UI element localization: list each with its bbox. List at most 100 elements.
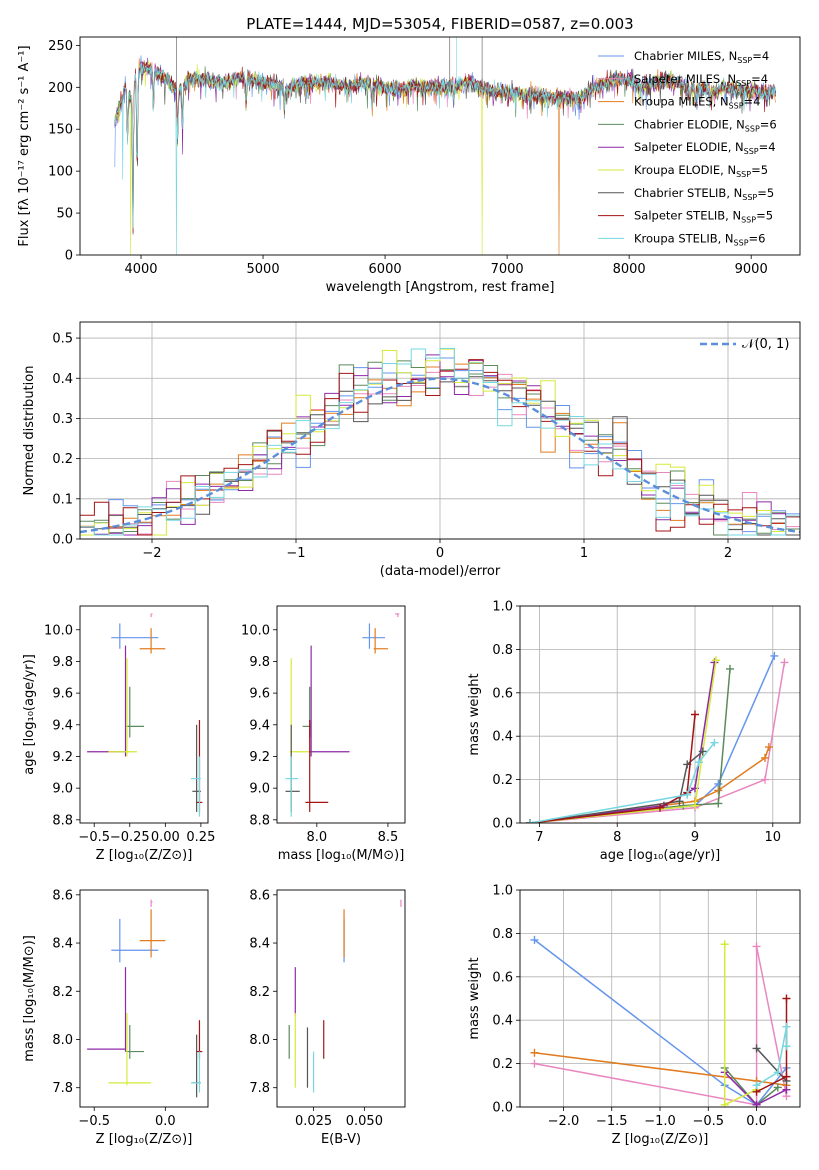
grid-massweight-vs-Z bbox=[520, 889, 800, 1108]
series-marker bbox=[720, 940, 729, 949]
y-axis-label: mass weight bbox=[467, 673, 482, 755]
y-tick-label: 0.3 bbox=[52, 412, 73, 427]
y-tick-label: 50 bbox=[56, 207, 73, 222]
x-axis-label: Z [log₁₀(Z/Z⊙)] bbox=[612, 1132, 709, 1147]
y-axis-label: Flux [fλ 10⁻¹⁷ erg cm⁻² s⁻¹ A⁻¹] bbox=[17, 45, 32, 246]
series-marker bbox=[712, 656, 720, 665]
y-tick-label: 0.6 bbox=[492, 970, 513, 985]
series-marker bbox=[782, 1085, 791, 1094]
series-marker bbox=[691, 710, 699, 719]
series-marker bbox=[720, 1100, 729, 1107]
y-tick-label: 0.8 bbox=[492, 643, 513, 658]
x-tick-label: 8.5 bbox=[378, 830, 399, 845]
y-tick-label: 9.8 bbox=[52, 655, 73, 670]
x-axis-label: Z [log₁₀(Z/Z⊙)] bbox=[96, 848, 193, 863]
panel-age-vs-Z: −0.5 −0.25 0.00 0.25 8.8 9.0 9.2 9.4 9.6 9.8 10.0 Z… bbox=[22, 605, 215, 863]
axes-frame bbox=[79, 36, 801, 256]
x-tick-label: −0.5 bbox=[78, 830, 110, 845]
series-marker bbox=[714, 786, 723, 795]
x-tick-label: −0.5 bbox=[692, 1114, 724, 1129]
axes-frame bbox=[276, 889, 406, 1108]
series-marker bbox=[679, 801, 688, 810]
series-line bbox=[534, 939, 788, 1106]
x-tick-label: 1 bbox=[580, 546, 588, 561]
y-tick-label: 0 bbox=[65, 249, 73, 264]
series-line bbox=[530, 660, 717, 823]
legend-entry: Chabrier STELIB, NSSP=5 bbox=[634, 186, 774, 202]
series-line bbox=[534, 946, 788, 1106]
y-tick-label: 0.2 bbox=[492, 773, 513, 788]
y-tick-label: 8.8 bbox=[249, 813, 270, 828]
series-marker bbox=[770, 651, 779, 660]
y-tick-label: 8.6 bbox=[52, 888, 73, 903]
y-tick-label: 1.0 bbox=[492, 600, 513, 615]
series-marker bbox=[698, 747, 707, 756]
y-tick-label: 8.6 bbox=[249, 888, 270, 903]
plot-area-age-vs-mass bbox=[285, 613, 400, 817]
x-tick-label: 0.0 bbox=[155, 1114, 176, 1129]
series-line bbox=[530, 662, 786, 823]
x-tick-label: −1.5 bbox=[596, 1114, 628, 1129]
plot-area-spectrum bbox=[114, 37, 776, 255]
x-tick-label: 10 bbox=[765, 830, 782, 845]
histogram-step bbox=[80, 347, 800, 536]
x-tick-label: 0.25 bbox=[186, 830, 215, 845]
series-marker bbox=[675, 797, 684, 806]
panel-spectrum: 4000 5000 6000 7000 8000 9000 0 50 100 150 200 250 w… bbox=[17, 36, 801, 295]
panel-mass-vs-EBV: 0.025 0.050 7.8 8.0 8.2 8.4 8.6 E(B-V) bbox=[249, 888, 406, 1147]
series-marker bbox=[764, 743, 773, 752]
panel-massweight-vs-Z: −2.0 −1.5 −1.0 −0.5 0.0 0.0 0.2 0.4 0.6 0.8 1.0 Z [… bbox=[467, 884, 801, 1147]
series-marker bbox=[656, 803, 664, 812]
x-tick-label: 0.0 bbox=[746, 1114, 767, 1129]
series-marker bbox=[752, 942, 761, 951]
series-marker bbox=[530, 1048, 539, 1057]
axes-frame bbox=[276, 605, 406, 824]
series-line bbox=[530, 714, 696, 823]
y-tick-label: 9.0 bbox=[52, 782, 73, 797]
legend-entry: Salpeter ELODIE, NSSP=4 bbox=[634, 140, 776, 156]
y-tick-label: 0.1 bbox=[52, 492, 73, 507]
x-tick-label: 9 bbox=[691, 830, 699, 845]
y-tick-label: 9.2 bbox=[52, 750, 73, 765]
x-tick-label: 7 bbox=[535, 830, 543, 845]
legend-entry: Kroupa ELODIE, NSSP=5 bbox=[634, 163, 768, 179]
legend-entry: Salpeter MILES, NSSP=4 bbox=[634, 72, 768, 88]
x-axis-label: age [log₁₀(age/yr)] bbox=[600, 848, 721, 863]
series-marker bbox=[752, 1044, 761, 1053]
x-tick-label: 2 bbox=[724, 546, 732, 561]
series-marker bbox=[773, 1068, 782, 1077]
plot-area-massweight-vs-Z bbox=[530, 935, 791, 1107]
x-tick-label: 6000 bbox=[369, 262, 402, 277]
x-tick-label: 0.025 bbox=[295, 1114, 332, 1129]
y-tick-label: 0.2 bbox=[492, 1057, 513, 1072]
series-marker bbox=[726, 664, 734, 673]
x-tick-label: 5000 bbox=[247, 262, 280, 277]
plot-area-residuals bbox=[80, 347, 800, 536]
plot-area-age-vs-Z bbox=[87, 613, 203, 817]
x-axis-label: wavelength [Angstrom, rest frame] bbox=[326, 280, 555, 295]
x-tick-label: 8 bbox=[613, 830, 621, 845]
y-tick-label: 0.4 bbox=[492, 730, 513, 745]
y-tick-label: 9.0 bbox=[249, 782, 270, 797]
series-marker bbox=[530, 1059, 539, 1068]
y-tick-label: 10.0 bbox=[44, 623, 73, 638]
y-tick-label: 0.6 bbox=[492, 686, 513, 701]
axes-frame bbox=[79, 605, 209, 824]
y-tick-label: 0.4 bbox=[492, 1014, 513, 1029]
plot-area-mass-vs-EBV bbox=[288, 899, 402, 1093]
y-tick-label: 9.4 bbox=[249, 718, 270, 733]
legend-entry: Chabrier ELODIE, NSSP=6 bbox=[634, 117, 777, 133]
series-marker bbox=[683, 790, 692, 799]
series-marker bbox=[526, 819, 535, 823]
y-tick-label: 0.2 bbox=[52, 452, 73, 467]
y-tick-label: 8.4 bbox=[52, 937, 73, 952]
x-tick-label: 9000 bbox=[735, 262, 768, 277]
y-axis-label: mass [log₁₀(M/M⊙)] bbox=[22, 935, 37, 1062]
y-axis-label: Normed distribution bbox=[22, 366, 37, 496]
series-marker bbox=[761, 753, 769, 762]
x-tick-label: −1 bbox=[286, 546, 305, 561]
plot-area-mass-vs-Z bbox=[87, 899, 203, 1098]
y-tick-label: 150 bbox=[48, 123, 73, 138]
series-line bbox=[534, 1052, 787, 1087]
x-tick-label: 8000 bbox=[613, 262, 646, 277]
